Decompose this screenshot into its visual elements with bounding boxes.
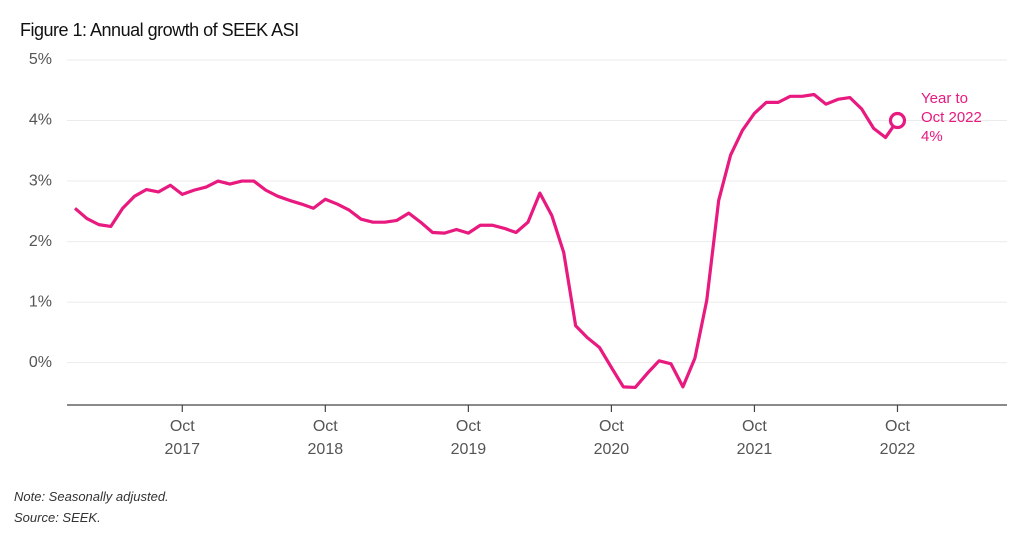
x-tick-label: Oct 2022 <box>879 418 916 458</box>
x-tick-label: Oct 2020 <box>593 418 630 458</box>
note: Note: Seasonally adjusted. <box>14 489 169 504</box>
x-tick-label: Oct 2018 <box>307 418 344 458</box>
end-marker <box>888 111 907 130</box>
y-tick-label: 1% <box>29 293 52 310</box>
annotation: Year to Oct 2022 4% <box>921 90 982 145</box>
x-tick-label: Oct 2017 <box>164 418 201 458</box>
y-tick-label: 5% <box>29 51 52 68</box>
source: Source: SEEK. <box>14 510 101 525</box>
y-tick-label: 2% <box>29 233 52 250</box>
line <box>73 92 899 390</box>
y-tick-label: 0% <box>29 354 52 371</box>
y-tick-label: 3% <box>29 172 52 189</box>
x-tick-label: Oct 2019 <box>450 418 487 458</box>
x-tick-label: Oct 2021 <box>736 418 773 458</box>
y-tick-label: 4% <box>29 112 52 129</box>
chart-title: Figure 1: Annual growth of SEEK ASI <box>20 20 299 40</box>
